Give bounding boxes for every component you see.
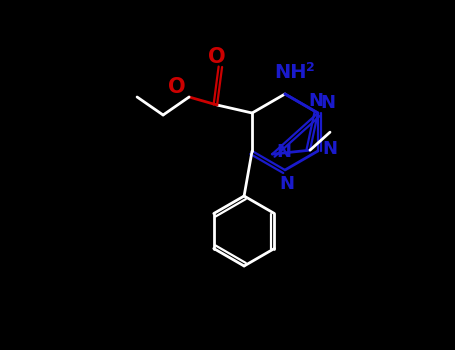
Text: O: O bbox=[168, 77, 186, 97]
Text: N: N bbox=[323, 140, 338, 158]
Text: N: N bbox=[277, 143, 292, 161]
Text: NH: NH bbox=[274, 63, 306, 82]
Text: N: N bbox=[279, 175, 294, 193]
Text: 2: 2 bbox=[306, 61, 314, 74]
Text: O: O bbox=[208, 47, 226, 67]
Text: N: N bbox=[308, 92, 324, 110]
Text: N: N bbox=[320, 94, 335, 112]
